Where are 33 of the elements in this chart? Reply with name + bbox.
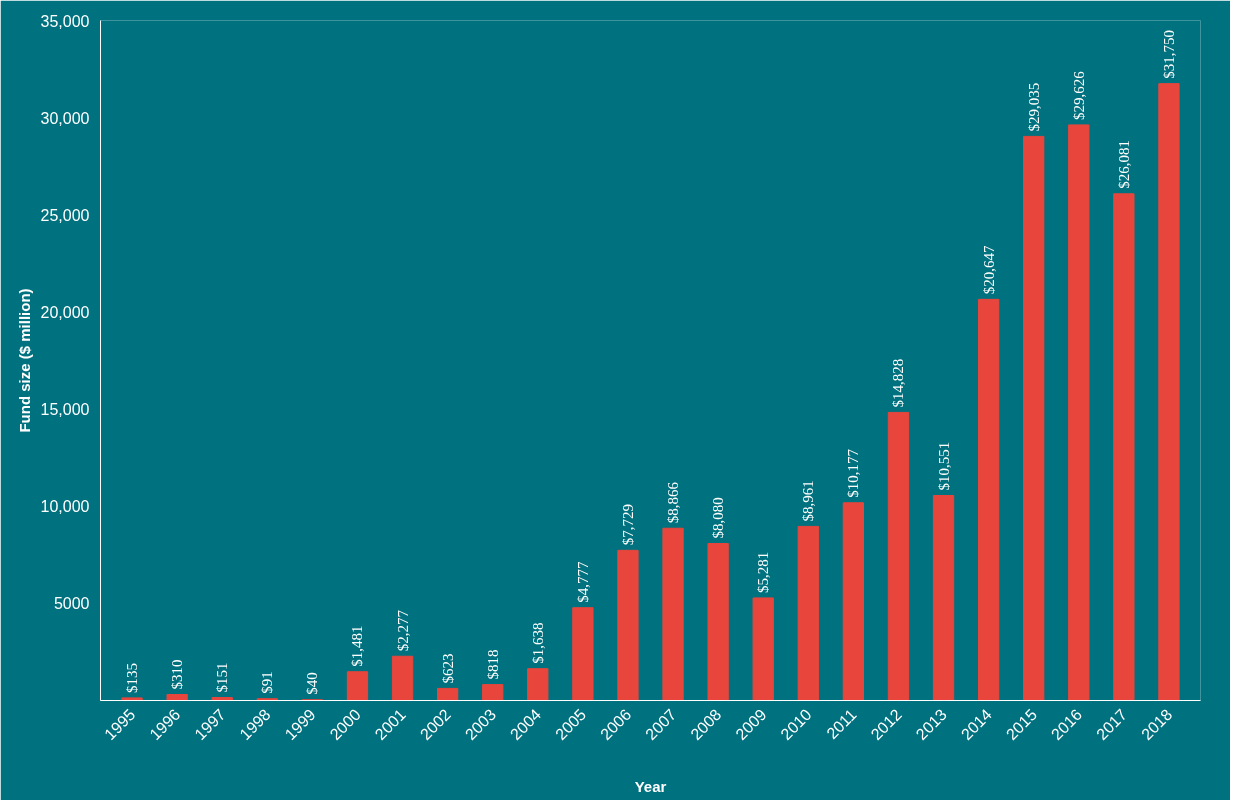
data-label: $10,551 [935,441,952,491]
y-tick-label: 35,000 [40,12,90,30]
data-label: $7,729 [619,504,636,546]
data-label: $91 [259,671,276,694]
data-label: $623 [439,653,456,684]
y-tick-label: 30,000 [40,109,90,127]
data-label: $1,638 [529,622,546,664]
data-label: $310 [169,659,186,690]
data-label: $8,961 [800,480,817,522]
data-label: $135 [124,662,141,693]
y-tick-label: 25,000 [40,206,90,224]
data-label: $2,277 [394,609,411,652]
data-label: $1,481 [349,625,366,667]
y-tick-label: 20,000 [40,303,90,321]
x-axis-title: Year [634,778,667,796]
data-label: $29,626 [1070,70,1087,120]
data-label: $26,081 [1115,140,1132,189]
data-label: $151 [214,662,231,693]
data-label: $31,750 [1160,29,1177,79]
y-axis-title: Fund size ($ million) [15,288,33,433]
data-label: $5,281 [755,551,772,593]
data-label: $8,080 [710,497,727,539]
data-label: $10,177 [845,448,862,498]
data-label: $20,647 [980,245,997,295]
data-label: $29,035 [1025,82,1042,132]
data-label: $14,828 [890,358,907,408]
data-label: $8,866 [665,481,682,524]
y-tick-label: 10,000 [40,498,90,516]
data-label: $818 [484,649,501,680]
data-label: $40 [304,672,321,695]
y-tick-label: 15,000 [40,401,90,419]
data-label: $4,777 [574,560,591,603]
y-tick-label: 5000 [53,595,90,613]
